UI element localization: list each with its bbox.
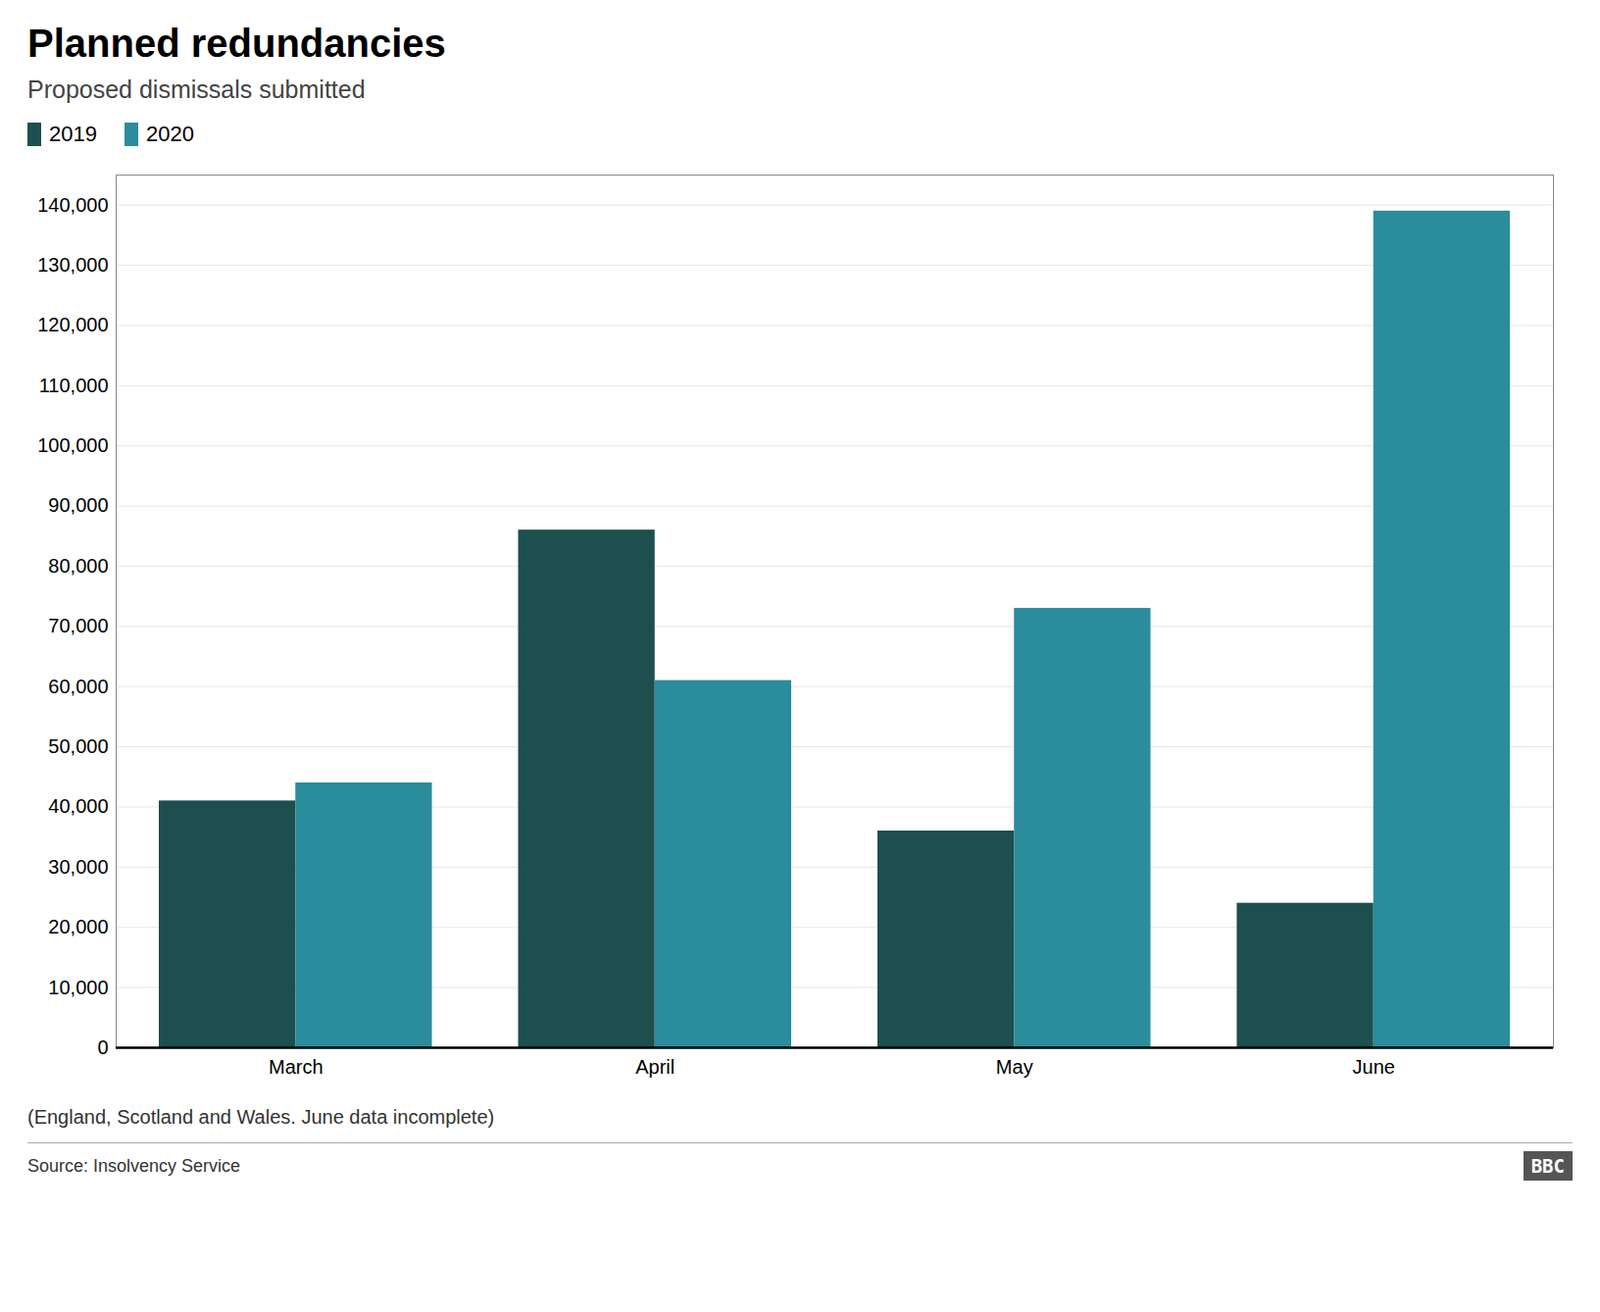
svg-text:40,000: 40,000 [48, 795, 108, 817]
svg-text:60,000: 60,000 [48, 675, 108, 698]
svg-text:80,000: 80,000 [48, 554, 108, 577]
svg-text:120,000: 120,000 [37, 313, 108, 336]
svg-text:110,000: 110,000 [39, 374, 109, 397]
html-text:(England, Scotland and Wales.: (England, Scotland and Wales. June data … [27, 1105, 495, 1128]
svg-text:May: May [996, 1055, 1034, 1078]
svg-text:100,000: 100,000 [37, 434, 108, 456]
svg-text:70,000: 70,000 [48, 614, 108, 637]
svg-text:50,000: 50,000 [48, 735, 108, 757]
html-text:BBC: BBC [1531, 1154, 1565, 1177]
html-text:2020: 2020 [146, 121, 195, 147]
svg-text:10,000: 10,000 [48, 976, 108, 999]
svg-text:20,000: 20,000 [48, 915, 108, 938]
html-text:2019: 2019 [49, 121, 98, 147]
svg-text:130,000: 130,000 [37, 253, 108, 276]
svg-text:0: 0 [97, 1036, 108, 1058]
svg-text:30,000: 30,000 [48, 855, 108, 878]
html-text:Planned redundancies: Planned redundancies [27, 21, 446, 65]
svg-text:June: June [1352, 1055, 1396, 1078]
html-text:Proposed dismissals submitted: Proposed dismissals submitted [27, 75, 366, 103]
svg-text:April: April [635, 1055, 675, 1078]
svg-text:March: March [268, 1055, 324, 1078]
html-text:Source: Insolvency Service: Source: Insolvency Service [27, 1155, 241, 1175]
svg-text:140,000: 140,000 [37, 194, 108, 216]
svg-text:90,000: 90,000 [48, 494, 108, 516]
